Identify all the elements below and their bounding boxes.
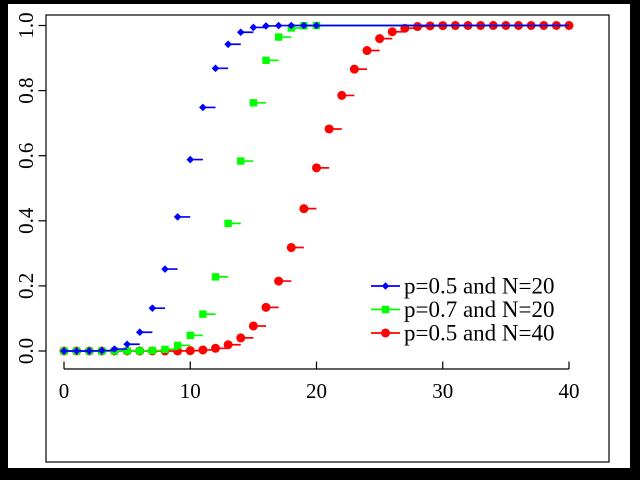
y-tick-label: 0.2 bbox=[14, 273, 38, 299]
legend-label: p=0.5 and N=40 bbox=[404, 321, 555, 346]
data-point bbox=[173, 341, 182, 350]
y-axis: 0.0 0.2 0.4 0.6 0.8 1.0 bbox=[14, 12, 46, 364]
legend-label: p=0.7 and N=20 bbox=[404, 297, 555, 322]
data-point bbox=[60, 347, 68, 355]
data-point bbox=[262, 56, 270, 65]
data-point bbox=[349, 64, 359, 74]
x-axis: 0 10 20 30 40 bbox=[59, 361, 580, 403]
data-point bbox=[300, 21, 308, 30]
data-point bbox=[198, 345, 208, 355]
data-point bbox=[362, 46, 372, 56]
y-tick-label: 0.6 bbox=[14, 143, 38, 169]
data-point bbox=[199, 103, 207, 112]
data-point bbox=[299, 204, 309, 214]
x-tick-label: 30 bbox=[432, 379, 453, 403]
legend-entry: p=0.5 and N=40 bbox=[371, 321, 555, 346]
data-point bbox=[85, 347, 94, 355]
data-point bbox=[337, 90, 347, 100]
data-point bbox=[186, 331, 194, 340]
data-point bbox=[262, 22, 270, 30]
data-point bbox=[72, 347, 81, 355]
data-point bbox=[211, 343, 220, 353]
plot-canvas bbox=[8, 4, 630, 468]
data-point bbox=[148, 304, 157, 312]
data-point bbox=[249, 23, 258, 32]
data-point bbox=[381, 305, 390, 314]
data-point bbox=[413, 22, 422, 32]
data-point bbox=[224, 40, 232, 49]
y-tick-label: 0.8 bbox=[14, 77, 38, 103]
data-point bbox=[110, 345, 119, 353]
data-point bbox=[381, 282, 390, 290]
data-point bbox=[312, 163, 321, 173]
x-tick-label: 20 bbox=[306, 379, 327, 403]
data-point bbox=[136, 347, 144, 355]
data-point bbox=[135, 328, 144, 337]
data-point bbox=[173, 213, 182, 221]
data-point bbox=[248, 321, 258, 331]
data-point bbox=[236, 333, 246, 343]
x-tick-label: 0 bbox=[59, 379, 70, 403]
y-tick-label: 1.0 bbox=[14, 12, 38, 38]
data-point bbox=[287, 21, 296, 30]
data-point bbox=[161, 265, 169, 273]
data-point bbox=[274, 33, 283, 41]
data-point bbox=[98, 346, 106, 355]
series-diamond bbox=[60, 21, 569, 355]
x-tick-label: 40 bbox=[559, 379, 580, 403]
data-point bbox=[211, 273, 220, 281]
data-point bbox=[274, 21, 283, 30]
data-point bbox=[199, 310, 207, 318]
data-point bbox=[237, 157, 245, 165]
y-tick-label: 0.0 bbox=[14, 338, 38, 364]
legend-entry: p=0.7 and N=20 bbox=[371, 297, 555, 322]
x-tick-label: 10 bbox=[180, 379, 201, 403]
data-point bbox=[249, 99, 258, 107]
data-point bbox=[123, 347, 131, 355]
data-point bbox=[375, 34, 385, 44]
data-point bbox=[224, 219, 232, 228]
data-point bbox=[185, 346, 195, 356]
data-point bbox=[186, 155, 195, 164]
data-point bbox=[223, 340, 233, 350]
data-point bbox=[211, 64, 220, 73]
data-point bbox=[148, 346, 157, 355]
legend: p=0.5 and N=20p=0.7 and N=20p=0.5 and N=… bbox=[371, 274, 555, 346]
step-line bbox=[64, 24, 569, 352]
data-point bbox=[236, 28, 245, 37]
y-tick-label: 0.4 bbox=[14, 207, 38, 234]
data-point bbox=[123, 340, 131, 349]
data-point bbox=[381, 328, 390, 338]
data-point bbox=[261, 302, 271, 312]
data-point bbox=[387, 27, 397, 37]
legend-entry: p=0.5 and N=20 bbox=[371, 274, 555, 299]
data-point bbox=[312, 21, 321, 30]
data-point bbox=[324, 124, 334, 134]
data-point bbox=[274, 276, 284, 286]
data-point bbox=[161, 345, 169, 354]
legend-label: p=0.5 and N=20 bbox=[404, 274, 555, 299]
data-point bbox=[286, 243, 296, 253]
plot-box bbox=[45, 14, 610, 463]
